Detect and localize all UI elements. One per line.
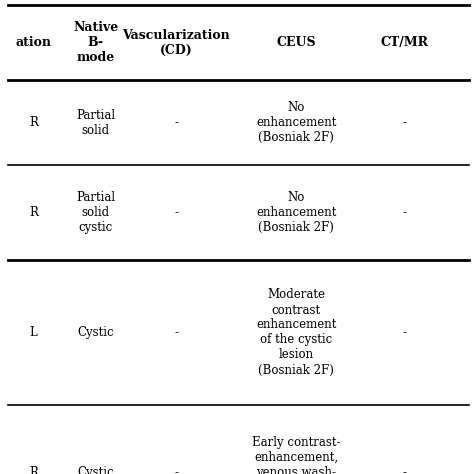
Text: -: - xyxy=(402,206,407,219)
Text: No
enhancement
(Bosniak 2F): No enhancement (Bosniak 2F) xyxy=(256,191,337,234)
Text: Partial
solid
cystic: Partial solid cystic xyxy=(76,191,115,234)
Text: No
enhancement
(Bosniak 2F): No enhancement (Bosniak 2F) xyxy=(256,101,337,144)
Text: -: - xyxy=(174,326,178,339)
Text: Partial
solid: Partial solid xyxy=(76,109,115,137)
Text: ation: ation xyxy=(15,36,51,49)
Text: -: - xyxy=(174,466,178,474)
Text: L: L xyxy=(29,326,37,339)
Text: R: R xyxy=(29,466,38,474)
Text: -: - xyxy=(402,116,407,129)
Text: Vascularization
(CD): Vascularization (CD) xyxy=(122,28,230,56)
Text: -: - xyxy=(402,326,407,339)
Text: Moderate
contrast
enhancement
of the cystic
lesion
(Bosniak 2F): Moderate contrast enhancement of the cys… xyxy=(256,289,337,376)
Text: Cystic: Cystic xyxy=(77,466,114,474)
Text: -: - xyxy=(402,466,407,474)
Text: R: R xyxy=(29,116,38,129)
Text: -: - xyxy=(174,206,178,219)
Text: Cystic: Cystic xyxy=(77,326,114,339)
Text: CT/MR: CT/MR xyxy=(381,36,428,49)
Text: Early contrast-
enhancement,
venous wash-
out
(Bosniak2F): Early contrast- enhancement, venous wash… xyxy=(252,436,340,474)
Text: Native
B-
mode: Native B- mode xyxy=(73,21,118,64)
Text: CEUS: CEUS xyxy=(276,36,316,49)
Text: -: - xyxy=(174,116,178,129)
Text: R: R xyxy=(29,206,38,219)
